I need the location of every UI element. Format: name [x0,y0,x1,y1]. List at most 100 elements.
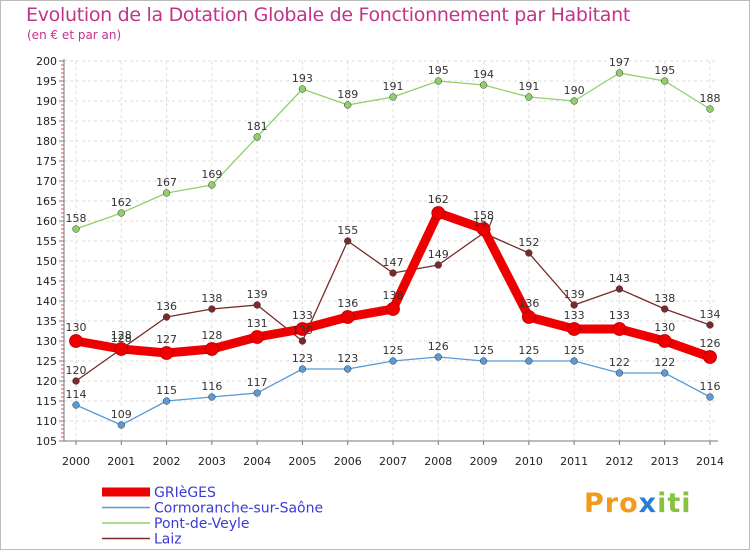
point-gri-ges-2013 [657,334,672,348]
point-pont-de-veyle-2011 [570,97,578,105]
point-cormoranche-sur-sa-ne-2010 [525,357,533,365]
point-gri-ges-2007 [386,302,400,316]
y-tick-label-180: 180 [36,135,57,148]
point-cormoranche-sur-sa-ne-2014 [706,393,714,401]
point-gri-ges-2008 [431,206,446,220]
y-tick-label-165: 165 [36,195,57,208]
x-tick-label-2014: 2014 [696,455,724,468]
point-cormoranche-sur-sa-ne-2008 [434,353,442,361]
y-tick-label-140: 140 [36,295,57,308]
point-cormoranche-sur-sa-ne-2005 [298,365,307,373]
value-label-gri-ges-2011: 133 [564,309,585,322]
point-laiz-2011 [570,301,578,309]
value-label-cormoranche-sur-sa-ne-2001: 109 [111,408,132,421]
value-label-gri-ges-2004: 131 [247,317,268,330]
value-label-pont-de-veyle-2000: 158 [66,212,87,225]
value-label-pont-de-veyle-2012: 197 [609,56,630,69]
value-label-cormoranche-sur-sa-ne-2004: 117 [247,376,268,389]
point-gri-ges-2005 [295,322,310,336]
value-label-laiz-2006: 155 [337,224,358,237]
value-label-gri-ges-2001: 128 [111,329,132,342]
point-pont-de-veyle-2012 [615,69,624,77]
x-tick-label-2011: 2011 [560,455,588,468]
point-laiz-2003 [208,305,216,313]
point-laiz-2006 [344,237,352,245]
value-label-laiz-2014: 134 [700,308,721,321]
point-gri-ges-2004 [250,330,265,344]
y-tick-label-195: 195 [36,75,57,88]
y-tick-label-130: 130 [36,335,57,348]
point-pont-de-veyle-2004 [253,133,261,141]
point-cormoranche-sur-sa-ne-2002 [162,397,171,405]
point-pont-de-veyle-2007 [389,93,397,101]
value-label-cormoranche-sur-sa-ne-2010: 125 [518,344,539,357]
point-laiz-2010 [525,249,533,257]
y-tick-label-155: 155 [36,235,57,248]
x-tick-label-2006: 2006 [334,455,362,468]
series-cormoranche-sur-sa-ne [72,353,714,429]
x-tick-label-2010: 2010 [515,455,543,468]
proxiti-logo: Proxiti [584,488,692,519]
point-cormoranche-sur-sa-ne-2012 [615,369,624,377]
value-label-gri-ges-2012: 133 [609,309,630,322]
value-label-pont-de-veyle-2006: 189 [337,88,358,101]
y-tick-label-110: 110 [36,415,57,428]
chart-subtitle: (en € et par an) [27,28,122,42]
data-labels: 114 109 115 116 117 123 123 125 126 125 125 125 122 1… [66,56,721,421]
value-label-cormoranche-sur-sa-ne-2008: 126 [428,340,449,353]
point-cormoranche-sur-sa-ne-2001 [117,421,125,429]
point-cormoranche-sur-sa-ne-2006 [344,365,352,373]
y-tick-label-160: 160 [36,215,57,228]
point-gri-ges-2000 [69,334,83,348]
point-laiz-2014 [706,321,714,329]
value-label-cormoranche-sur-sa-ne-2000: 114 [66,388,87,401]
value-label-laiz-2001: 128 [111,332,132,345]
series-gri-ges [69,206,717,364]
value-label-gri-ges-2005: 133 [292,309,313,322]
value-label-laiz-2009: 157 [473,216,494,229]
point-cormoranche-sur-sa-ne-2013 [661,369,669,377]
value-label-gri-ges-2002: 127 [156,333,177,346]
point-cormoranche-sur-sa-ne-2009 [479,357,488,365]
point-pont-de-veyle-2009 [479,81,488,89]
value-label-pont-de-veyle-2001: 162 [111,196,132,209]
value-label-laiz-2011: 139 [564,288,585,301]
x-tick-label-2013: 2013 [651,455,679,468]
value-label-laiz-2007: 147 [383,256,404,269]
point-pont-de-veyle-2008 [434,77,442,85]
point-pont-de-veyle-2006 [344,101,352,109]
value-label-gri-ges-2014: 126 [700,337,721,350]
value-label-pont-de-veyle-2011: 190 [564,84,585,97]
value-label-pont-de-veyle-2004: 181 [247,120,268,133]
legend-label-gri-ges: GRIèGES [154,485,216,501]
value-label-cormoranche-sur-sa-ne-2014: 116 [700,380,721,393]
point-laiz-2002 [162,313,171,321]
point-pont-de-veyle-2014 [706,105,714,113]
point-laiz-2004 [253,301,261,309]
point-gri-ges-2006 [340,310,355,324]
point-laiz-2007 [389,269,397,277]
point-laiz-2000 [72,377,80,385]
value-label-cormoranche-sur-sa-ne-2005: 123 [292,352,313,365]
point-gri-ges-2014 [703,350,717,364]
value-label-cormoranche-sur-sa-ne-2011: 125 [564,344,585,357]
x-tick-label-2001: 2001 [107,455,135,468]
value-label-pont-de-veyle-2014: 188 [700,92,721,105]
value-label-gri-ges-2000: 130 [66,321,87,334]
y-tick-label-150: 150 [36,255,57,268]
value-label-gri-ges-2009: 158 [473,209,494,222]
y-tick-label-145: 145 [36,275,57,288]
x-tick-label-2007: 2007 [379,455,407,468]
value-label-pont-de-veyle-2013: 195 [654,64,675,77]
point-cormoranche-sur-sa-ne-2000 [72,401,80,409]
y-tick-label-120: 120 [36,375,57,388]
logo-part-2: x [638,488,658,519]
value-label-laiz-2000: 120 [66,364,87,377]
value-label-laiz-2008: 149 [428,248,449,261]
value-label-pont-de-veyle-2007: 191 [383,80,404,93]
point-gri-ges-2011 [567,322,582,336]
point-gri-ges-2003 [204,342,219,356]
point-laiz-2013 [661,305,669,313]
point-pont-de-veyle-2013 [661,77,669,85]
